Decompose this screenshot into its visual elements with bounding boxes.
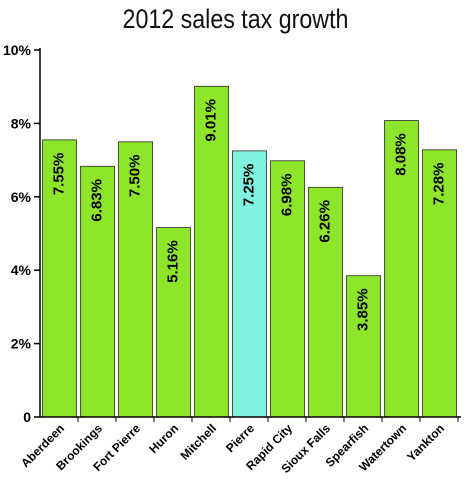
data-label: 6.26% [316, 200, 333, 243]
data-label: 3.85% [354, 288, 371, 331]
y-tick-label: 10% [3, 42, 32, 58]
data-label: 7.25% [240, 164, 257, 207]
data-label: 6.83% [88, 179, 105, 222]
y-tick-label: 6% [11, 189, 32, 205]
x-tick-label: Mitchell [178, 421, 219, 462]
y-tick-label: 0 [23, 409, 31, 425]
data-label: 5.16% [164, 240, 181, 283]
bar-watertown [384, 120, 419, 418]
data-label: 9.01% [202, 99, 219, 142]
bar-sioux-falls [308, 186, 343, 418]
bar-brookings [80, 165, 115, 418]
x-tick-label: Huron [146, 421, 181, 456]
bar-spearfish [346, 275, 381, 418]
data-label: 7.28% [430, 163, 447, 206]
data-label: 8.08% [392, 133, 409, 176]
bar-fort-pierre [118, 141, 153, 418]
bar-aberdeen [42, 139, 77, 418]
y-tick-label: 2% [11, 336, 32, 352]
y-tick-label: 4% [11, 262, 32, 278]
x-tick-label: Pierre [223, 421, 257, 455]
x-tick-label: Yankton [404, 421, 447, 464]
data-label: 7.55% [50, 153, 67, 196]
bar-rapid-city [270, 160, 305, 418]
axes-group [34, 48, 461, 422]
data-label: 6.98% [278, 174, 295, 217]
data-label: 7.50% [126, 155, 143, 198]
y-tick-label: 8% [11, 115, 32, 131]
chart-title: 2012 sales tax growth [122, 4, 349, 34]
bars-group [42, 85, 457, 418]
